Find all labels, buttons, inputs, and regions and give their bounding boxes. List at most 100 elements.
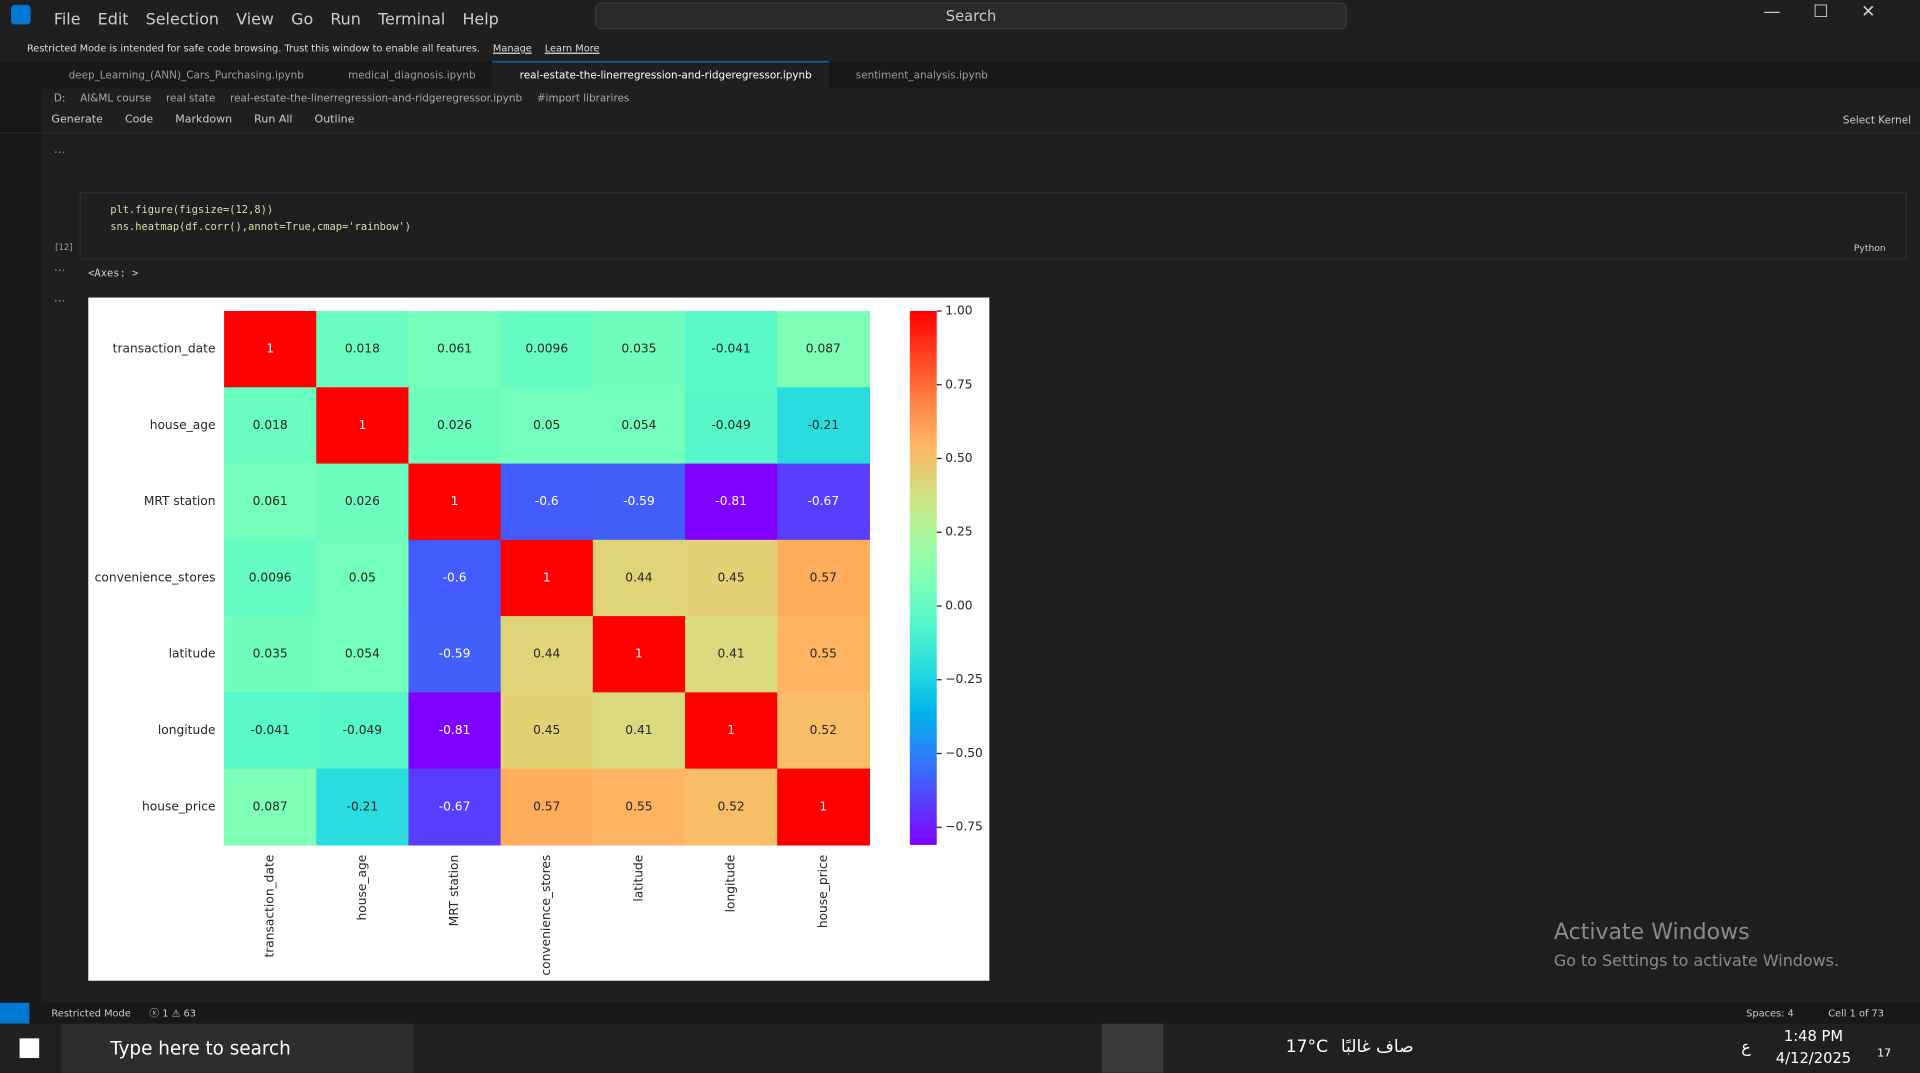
banner-link[interactable]: Learn More (544, 42, 600, 54)
search-box[interactable]: Search (595, 2, 1347, 30)
clock-date[interactable]: 4/12/2025 (1775, 1049, 1852, 1067)
cell-annotation: 0.57 (533, 799, 560, 813)
status-spaces[interactable]: Spaces: 4 (1746, 1007, 1794, 1019)
tab[interactable]: deep_Learning_(ANN)_Cars_Purchasing.ipyn… (68, 69, 304, 83)
heatmap-cell (224, 463, 317, 541)
cell-annotation: 1 (543, 570, 551, 584)
remote-button[interactable] (0, 1002, 30, 1024)
cell-annotation: 0.44 (533, 647, 560, 661)
weather-condition: صاف غالبًا (1340, 1037, 1414, 1057)
cell-annotation: 0.55 (810, 647, 837, 661)
colorbar-tick-label: 0.75 (945, 377, 972, 391)
colorbar-tick-label: 0.00 (945, 598, 972, 612)
cell-annotation: -0.041 (711, 342, 750, 356)
crumb[interactable]: real-estate-the-linerregression-and-ridg… (230, 93, 523, 106)
ellipsis[interactable]: ··· (53, 146, 66, 161)
heatmap-cell (592, 311, 686, 388)
heatmap-cell (685, 387, 778, 465)
cell-annotation: 0.035 (621, 342, 656, 356)
status-errors[interactable]: ⓧ 1 ⚠ 63 (149, 1007, 197, 1019)
heatmap-cell (500, 387, 594, 465)
cell-annotation: 0.52 (810, 723, 837, 737)
weather[interactable]: 17°C (1285, 1037, 1329, 1057)
menu-bar: File Edit Selection View Go Run Terminal Help (54, 6, 516, 29)
window-controls[interactable]: — ☐ ✕ (1763, 2, 1876, 23)
cell-annotation: 0.05 (349, 570, 376, 584)
crumb[interactable]: real state (165, 93, 216, 106)
column-label: convenience_stores (539, 855, 553, 976)
cell-annotation: 0.41 (625, 723, 652, 737)
cell-annotation: -0.6 (443, 570, 467, 584)
code-cell[interactable]: plt.figure(figsize=(12,8)) sns.heatmap(d… (79, 192, 1907, 260)
taskbar-search-text: Type here to search (110, 1037, 291, 1060)
cell-annotation: -0.049 (711, 418, 750, 432)
heatmap-cell (500, 311, 594, 388)
taskbar-search[interactable]: Type here to search (61, 1023, 414, 1073)
banner-link[interactable]: Manage (492, 42, 532, 54)
heatmap-cell (316, 539, 410, 617)
menu-item[interactable]: View (236, 11, 274, 30)
menu-item[interactable]: File (53, 11, 81, 30)
cell-annotation: 0.44 (625, 570, 652, 584)
tool[interactable]: Outline (314, 113, 355, 127)
tab[interactable]: real-estate-the-linerregression-and-ridg… (492, 61, 829, 90)
menu-item[interactable]: Go (291, 11, 314, 30)
cell-output: <Axes: > (88, 268, 139, 281)
tool[interactable]: Markdown (175, 113, 233, 127)
cell-annotation: -0.6 (535, 494, 559, 508)
menu-item[interactable]: Terminal (378, 11, 446, 30)
cell-annotation: 0.018 (345, 342, 380, 356)
cell-annotation: 0.0096 (525, 342, 568, 356)
heatmap-cell (224, 616, 317, 693)
crumb[interactable]: D: (53, 93, 66, 106)
cell-annotation: 0.035 (253, 647, 288, 661)
cell-annotation: 0.57 (810, 570, 837, 584)
menu-item[interactable]: Edit (97, 11, 129, 30)
status-mode[interactable]: Restricted Mode (51, 1007, 131, 1019)
error-count: 1 (162, 1007, 169, 1019)
column-label: house_age (355, 855, 369, 921)
row-label: house_age (150, 418, 216, 432)
heatmap-cell (316, 387, 410, 465)
ellipsis[interactable]: ··· (53, 295, 66, 309)
row-label: house_price (142, 799, 215, 813)
cell-annotation: -0.21 (807, 418, 839, 432)
crumb[interactable]: #import librarires (536, 93, 630, 106)
menu-item[interactable]: Help (462, 11, 499, 30)
notebook-toolbar: Generate Code Markdown Run All Outline (51, 114, 376, 126)
taskbar: Type here to search 17°C صاف غالبًا ع 1:… (0, 1023, 1920, 1073)
cell-language[interactable]: Python (1853, 242, 1886, 254)
crumb[interactable]: AI&ML course (80, 93, 152, 106)
kernel-picker[interactable]: Select Kernel (1842, 115, 1912, 128)
cell-annotation: 0.087 (806, 342, 841, 356)
heatmap-cell (408, 463, 502, 541)
active-app[interactable] (1102, 1023, 1164, 1073)
heatmap-cell (408, 768, 502, 846)
ellipsis[interactable]: ··· (53, 264, 66, 278)
menu-item[interactable]: Selection (145, 11, 220, 30)
cell-annotation: 0.026 (437, 418, 472, 432)
cell-annotation: 0.52 (717, 799, 744, 813)
column-label: transaction_date (263, 855, 277, 958)
status-cell[interactable]: Cell 1 of 73 (1828, 1007, 1884, 1019)
tool[interactable]: Code (124, 113, 154, 127)
cell-annotation: 0.05 (533, 418, 560, 432)
heatmap-cell (500, 539, 594, 617)
tool[interactable]: Run All (254, 113, 293, 127)
heatmap-cell (685, 311, 778, 388)
heatmap-cell (316, 311, 410, 388)
notification-count[interactable]: 17 (1877, 1048, 1892, 1061)
tab[interactable]: medical_diagnosis.ipynb (347, 69, 476, 83)
clock-time[interactable]: 1:48 PM (1783, 1027, 1844, 1045)
start-button[interactable] (19, 1038, 40, 1058)
heatmap-cell (224, 387, 317, 465)
tool[interactable]: Generate (51, 113, 103, 127)
tab[interactable]: sentiment_analysis.ipynb (855, 69, 988, 83)
cell-annotation: 0.45 (717, 570, 744, 584)
heatmap-cell (408, 539, 502, 617)
menu-item[interactable]: Run (330, 11, 361, 30)
cell-annotation: -0.67 (439, 799, 471, 813)
cell-annotation: -0.81 (439, 723, 471, 737)
input-language[interactable]: ع (1741, 1038, 1751, 1057)
